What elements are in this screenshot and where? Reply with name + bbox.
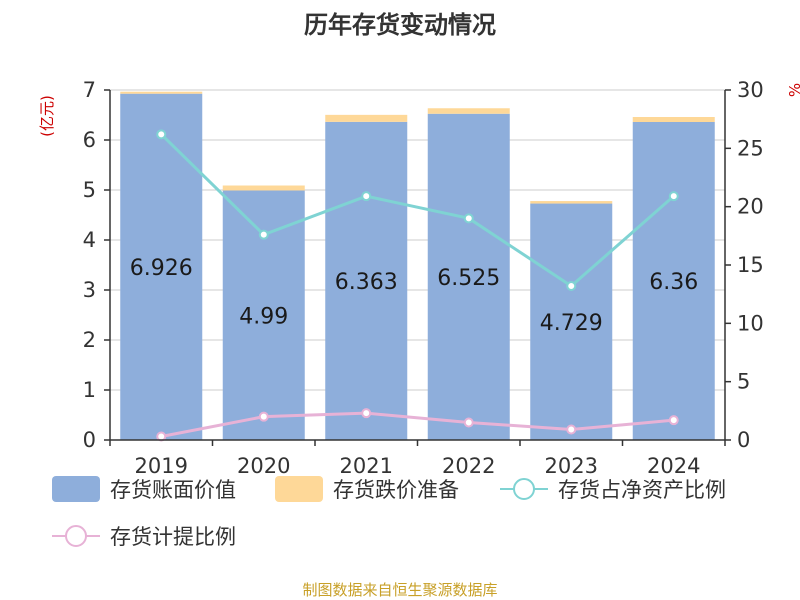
bar-impairment-reserve (632, 117, 715, 122)
point-inventory-to-net-assets (156, 129, 167, 140)
point-inventory-to-net-assets (463, 213, 474, 224)
right-axis-unit: % (786, 83, 800, 97)
legend-swatch (275, 476, 323, 502)
bar-impairment-reserve (530, 201, 613, 204)
bar-book-value (427, 113, 510, 440)
point-provision-ratio (566, 424, 577, 435)
point-inventory-to-net-assets (361, 191, 372, 202)
bar-value-label: 6.363 (335, 270, 398, 295)
bar-book-value (632, 122, 715, 440)
legend-label: 存货账面价值 (110, 478, 236, 502)
bar-impairment-reserve (120, 91, 203, 94)
source-note: 制图数据来自恒生聚源数据库 (302, 581, 497, 599)
x-tick-label: 2022 (442, 454, 495, 478)
right-tick-label: 0 (737, 428, 750, 452)
x-tick-label: 2023 (545, 454, 598, 478)
bar-impairment-reserve (427, 108, 510, 114)
point-provision-ratio (463, 417, 474, 428)
x-tick-label: 2019 (135, 454, 188, 478)
legend-label: 存货跌价准备 (333, 478, 459, 502)
left-tick-label: 1 (83, 378, 96, 402)
bar-value-label: 4.729 (540, 311, 603, 336)
bar-value-label: 4.99 (239, 304, 288, 329)
legend-swatch (52, 476, 100, 502)
point-provision-ratio (258, 411, 269, 422)
right-tick-label: 30 (737, 78, 764, 102)
labels: 6.926 4.99 6.363 6.525 4.729 6.36 (130, 256, 698, 336)
x-tick-label: 2021 (340, 454, 393, 478)
right-tick-label: 15 (737, 253, 764, 277)
lines (156, 129, 679, 442)
right-tick-label: 20 (737, 195, 764, 219)
x-tick-label: 2024 (647, 454, 700, 478)
left-tick-label: 2 (83, 328, 96, 352)
bar-book-value (325, 121, 408, 440)
bars (120, 91, 715, 440)
left-tick-label: 4 (83, 228, 96, 252)
grid (110, 89, 725, 391)
left-tick-label: 3 (83, 278, 96, 302)
point-inventory-to-net-assets (258, 229, 269, 240)
bar-value-label: 6.36 (649, 270, 698, 295)
chart-title: 历年存货变动情况 (304, 11, 496, 39)
left-axis-unit: (亿元) (38, 95, 56, 137)
point-inventory-to-net-assets (668, 191, 679, 202)
right-tick-label: 5 (737, 370, 750, 394)
point-provision-ratio (668, 415, 679, 426)
axes: 0 1 2 3 4 5 6 7 0 5 10 15 20 25 30 2019 2020 2021 2022 2023… (83, 78, 764, 478)
legend-marker (513, 478, 535, 500)
bar-impairment-reserve (325, 114, 408, 122)
left-tick-label: 6 (83, 128, 96, 152)
left-tick-label: 5 (83, 178, 96, 202)
bar-impairment-reserve (222, 185, 305, 191)
point-inventory-to-net-assets (566, 281, 577, 291)
right-tick-label: 25 (737, 136, 764, 160)
point-provision-ratio (361, 408, 372, 419)
line-inventory-to-net-assets (160, 133, 675, 288)
bar-book-value (530, 203, 613, 440)
legend-label: 存货计提比例 (110, 525, 236, 549)
bar-value-label: 6.525 (437, 266, 500, 291)
right-tick-label: 10 (737, 311, 764, 335)
left-tick-label: 0 (83, 428, 96, 452)
legend-label: 存货占净资产比例 (558, 478, 726, 502)
bar-value-label: 6.926 (130, 256, 193, 281)
bar-book-value (120, 93, 203, 440)
legend-marker (65, 525, 87, 547)
x-tick-label: 2020 (237, 454, 290, 478)
line-provision-ratio (160, 411, 674, 438)
left-tick-label: 7 (83, 78, 96, 102)
